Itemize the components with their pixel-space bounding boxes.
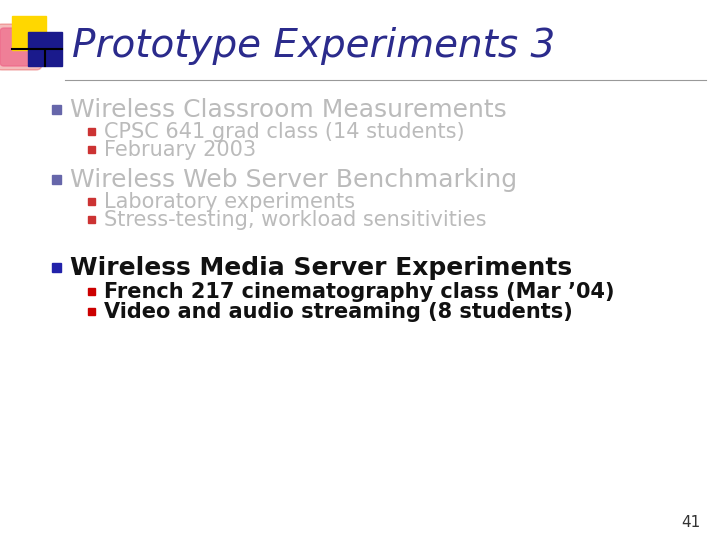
FancyBboxPatch shape (0, 28, 38, 66)
Text: French 217 cinematography class (Mar ’04): French 217 cinematography class (Mar ’04… (104, 282, 614, 302)
Bar (28, 32, 62, 66)
Text: 41: 41 (680, 515, 700, 530)
Text: Prototype Experiments 3: Prototype Experiments 3 (72, 27, 555, 65)
Text: February 2003: February 2003 (104, 140, 256, 160)
Bar (88, 198, 95, 205)
Text: CPSC 641 grad class (14 students): CPSC 641 grad class (14 students) (104, 122, 464, 142)
Bar (88, 288, 95, 295)
Bar (88, 308, 95, 315)
Text: Stress-testing, workload sensitivities: Stress-testing, workload sensitivities (104, 210, 487, 230)
Text: Wireless Classroom Measurements: Wireless Classroom Measurements (70, 98, 507, 122)
Text: Laboratory experiments: Laboratory experiments (104, 192, 355, 212)
Text: Video and audio streaming (8 students): Video and audio streaming (8 students) (104, 302, 572, 322)
Bar (88, 216, 95, 223)
Bar (52, 105, 61, 114)
Bar (88, 146, 95, 153)
Bar (52, 175, 61, 184)
FancyBboxPatch shape (0, 24, 42, 70)
Text: Wireless Media Server Experiments: Wireless Media Server Experiments (70, 256, 572, 280)
Bar (52, 263, 61, 272)
Text: Wireless Web Server Benchmarking: Wireless Web Server Benchmarking (70, 168, 517, 192)
Bar (12, 16, 46, 50)
Bar (88, 128, 95, 135)
